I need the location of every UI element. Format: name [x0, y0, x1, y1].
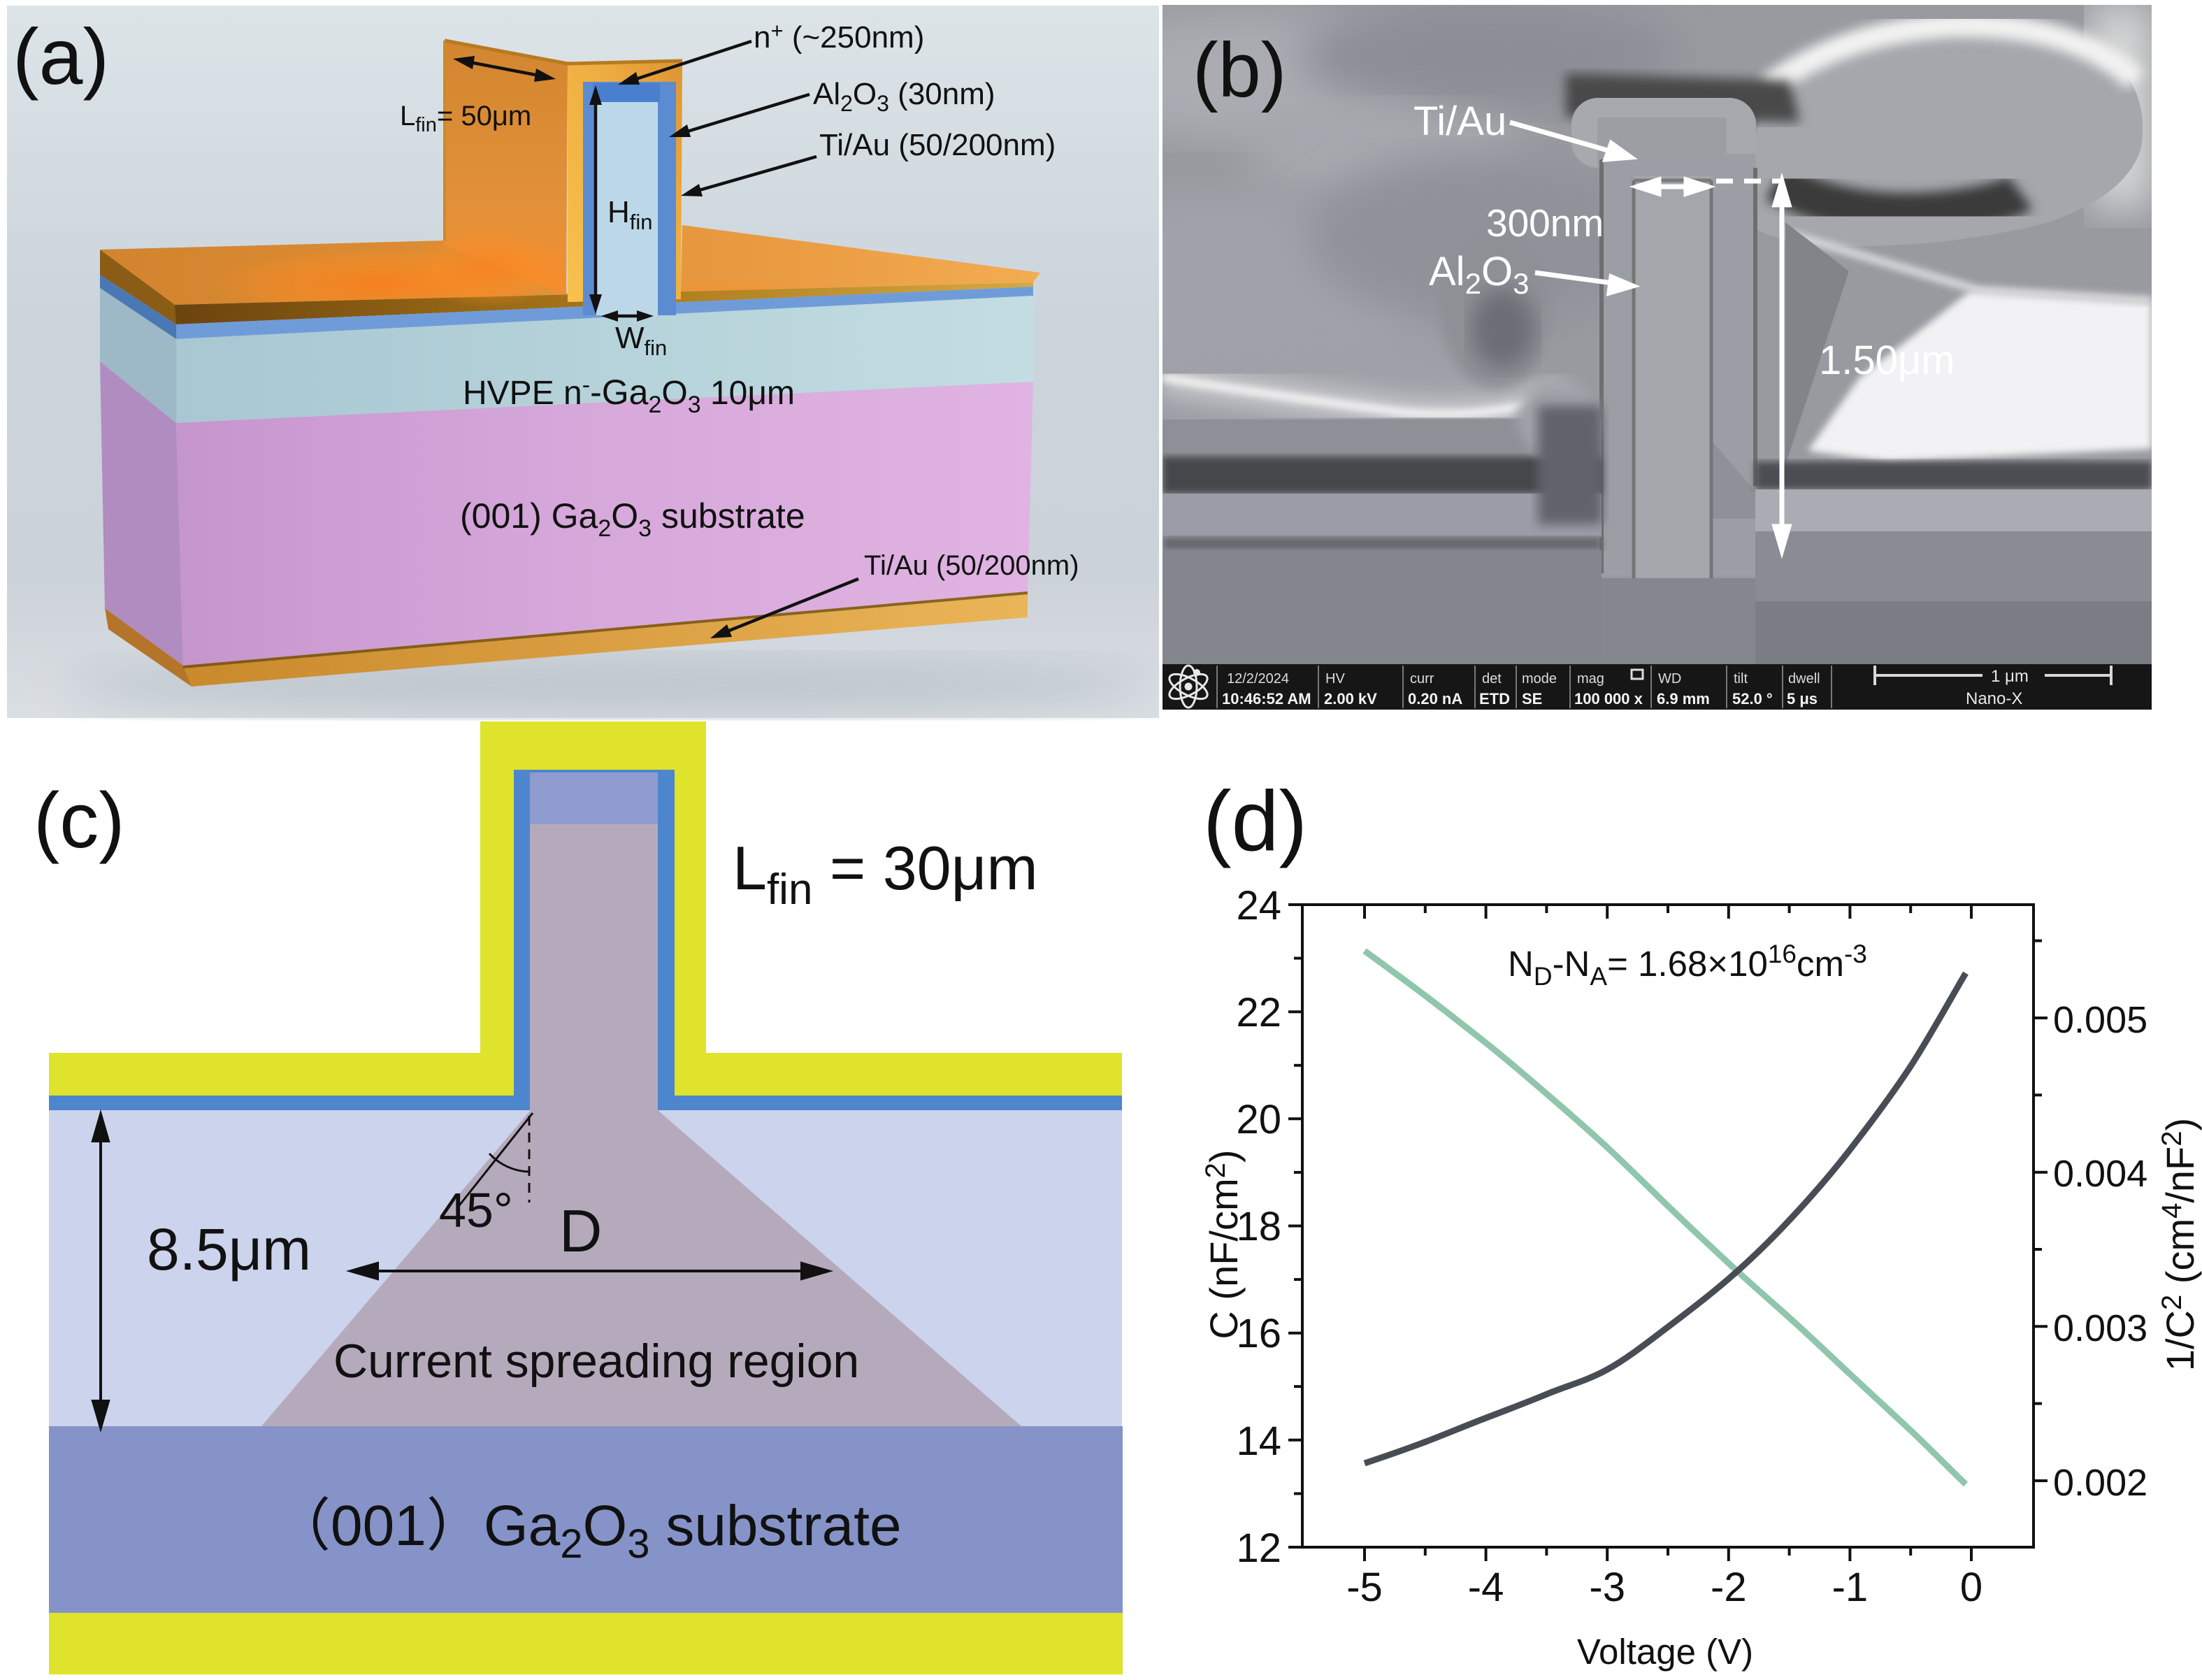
svg-text:22: 22 — [1236, 990, 1281, 1035]
svg-text:-2: -2 — [1711, 1565, 1747, 1610]
svg-text:12: 12 — [1236, 1525, 1281, 1571]
svg-text:Current spreading region: Current spreading region — [333, 1335, 859, 1388]
svg-text:-1: -1 — [1832, 1565, 1869, 1610]
svg-text:0.20 nA: 0.20 nA — [1408, 690, 1462, 708]
svg-text:(001) Ga2O3 substrate: (001) Ga2O3 substrate — [460, 496, 805, 542]
svg-text:Nano-X: Nano-X — [1966, 689, 2022, 708]
svg-text:24: 24 — [1236, 883, 1281, 928]
svg-text:-3: -3 — [1589, 1565, 1625, 1610]
svg-text:WD: WD — [1658, 671, 1681, 687]
svg-text:20: 20 — [1236, 1097, 1281, 1142]
svg-text:ND-NA= 1.68×1016cm-3: ND-NA= 1.68×1016cm-3 — [1508, 940, 1867, 991]
svg-text:0.002: 0.002 — [2053, 1462, 2147, 1504]
svg-text:8.5μm: 8.5μm — [147, 1216, 311, 1282]
svg-text:HVPE n--Ga2O3 10μm: HVPE n--Ga2O3 10μm — [463, 372, 795, 418]
svg-text:（001）Ga2O3 substrate: （001）Ga2O3 substrate — [273, 1494, 902, 1567]
svg-text:(c): (c) — [34, 777, 125, 864]
svg-text:0: 0 — [1960, 1565, 1982, 1610]
svg-text:mode: mode — [1522, 671, 1557, 687]
svg-text:det: det — [1482, 671, 1502, 687]
svg-text:0.005: 0.005 — [2053, 999, 2147, 1041]
svg-text:(a): (a) — [13, 13, 109, 101]
svg-text:Ti/Au: Ti/Au — [1413, 99, 1506, 144]
svg-text:Al2O3: Al2O3 — [1429, 249, 1529, 300]
svg-text:1/C2 (cm4/nF2): 1/C2 (cm4/nF2) — [2157, 1118, 2202, 1371]
svg-text:mag: mag — [1577, 671, 1604, 687]
svg-text:(b): (b) — [1193, 27, 1286, 113]
svg-text:52.0 °: 52.0 ° — [1732, 690, 1773, 708]
svg-text:D: D — [559, 1198, 602, 1265]
svg-text:45°: 45° — [439, 1183, 513, 1237]
svg-text:-4: -4 — [1468, 1565, 1504, 1610]
svg-text:1.50μm: 1.50μm — [1819, 338, 1955, 383]
svg-text:300nm: 300nm — [1486, 201, 1604, 245]
svg-text:0.004: 0.004 — [2053, 1153, 2147, 1195]
svg-text:-5: -5 — [1346, 1565, 1383, 1610]
svg-text:14: 14 — [1236, 1419, 1281, 1464]
svg-text:1 μm: 1 μm — [1991, 667, 2029, 686]
svg-text:dwell: dwell — [1788, 671, 1820, 687]
svg-text:(d): (d) — [1203, 773, 1307, 868]
svg-text:2.00 kV: 2.00 kV — [1324, 690, 1377, 708]
svg-text:curr: curr — [1410, 671, 1434, 687]
svg-text:0.003: 0.003 — [2053, 1307, 2147, 1349]
svg-text:Al2O3 (30nm): Al2O3 (30nm) — [813, 77, 995, 116]
svg-text:18: 18 — [1236, 1204, 1281, 1249]
svg-text:6.9 mm: 6.9 mm — [1657, 690, 1710, 708]
svg-text:SE: SE — [1522, 690, 1542, 708]
svg-text:Ti/Au (50/200nm): Ti/Au (50/200nm) — [819, 128, 1056, 162]
svg-text:10:46:52 AM: 10:46:52 AM — [1222, 690, 1311, 708]
svg-text:16: 16 — [1236, 1311, 1281, 1356]
svg-text:Voltage (V): Voltage (V) — [1577, 1632, 1753, 1672]
svg-text:tilt: tilt — [1734, 671, 1748, 687]
svg-text:C (nF/cm2): C (nF/cm2) — [1200, 1149, 1246, 1339]
svg-text:100 000 x: 100 000 x — [1574, 690, 1643, 708]
svg-text:12/2/2024: 12/2/2024 — [1227, 671, 1289, 687]
svg-text:5 μs: 5 μs — [1787, 690, 1818, 708]
svg-text:HV: HV — [1325, 671, 1345, 687]
svg-text:Ti/Au (50/200nm): Ti/Au (50/200nm) — [864, 550, 1079, 581]
svg-text:ETD: ETD — [1479, 690, 1510, 708]
